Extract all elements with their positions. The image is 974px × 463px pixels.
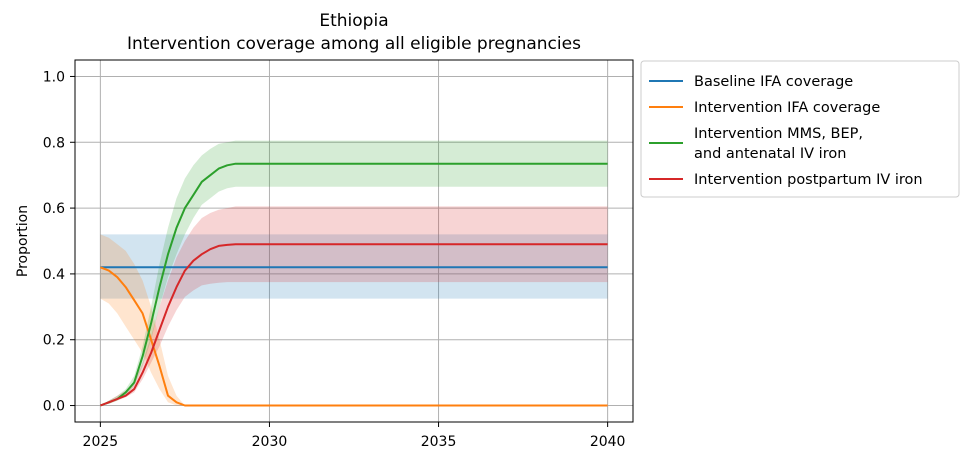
plot-frame [74,59,634,423]
legend-label-3: Intervention postpartum IV iron [694,172,923,188]
legend-label-2: Intervention MMS, BEP, [694,126,863,142]
x-tick-label: 2025 [83,434,119,450]
y-tick-label: 0.4 [43,267,65,283]
x-tick-label: 2035 [421,434,457,450]
band-series-3 [100,206,608,406]
x-tick-label: 2040 [590,434,626,450]
x-tick-label: 2030 [252,434,288,450]
chart-subtitle: Intervention coverage among all eligible… [127,34,581,54]
legend-frame [640,60,960,198]
legend-label-0: Baseline IFA coverage [694,74,853,90]
legend-label-1: Intervention IFA coverage [694,100,880,116]
band-series-2 [100,140,608,406]
legend-label-2: and antenatal IV iron [694,146,846,162]
confidence-bands [100,140,608,406]
y-tick-label: 0.6 [43,201,65,217]
chart-title: Ethiopia [319,11,388,31]
y-tick-label: 0.0 [43,399,65,415]
line-series-3 [100,243,608,407]
line-series-2 [100,162,608,407]
y-tick-label: 1.0 [43,69,65,85]
axis-ticks: 2025 2030 2035 2040 0.0 0.2 0.4 0.6 0.8 1.0 [43,69,626,450]
y-tick-label: 0.8 [43,135,65,151]
y-tick-label: 0.2 [43,333,65,349]
line-series-1 [100,266,608,407]
legend: Baseline IFA coverage Intervention IFA co… [640,60,960,198]
y-axis-label: Proportion [15,205,31,277]
series-lines [100,162,608,407]
